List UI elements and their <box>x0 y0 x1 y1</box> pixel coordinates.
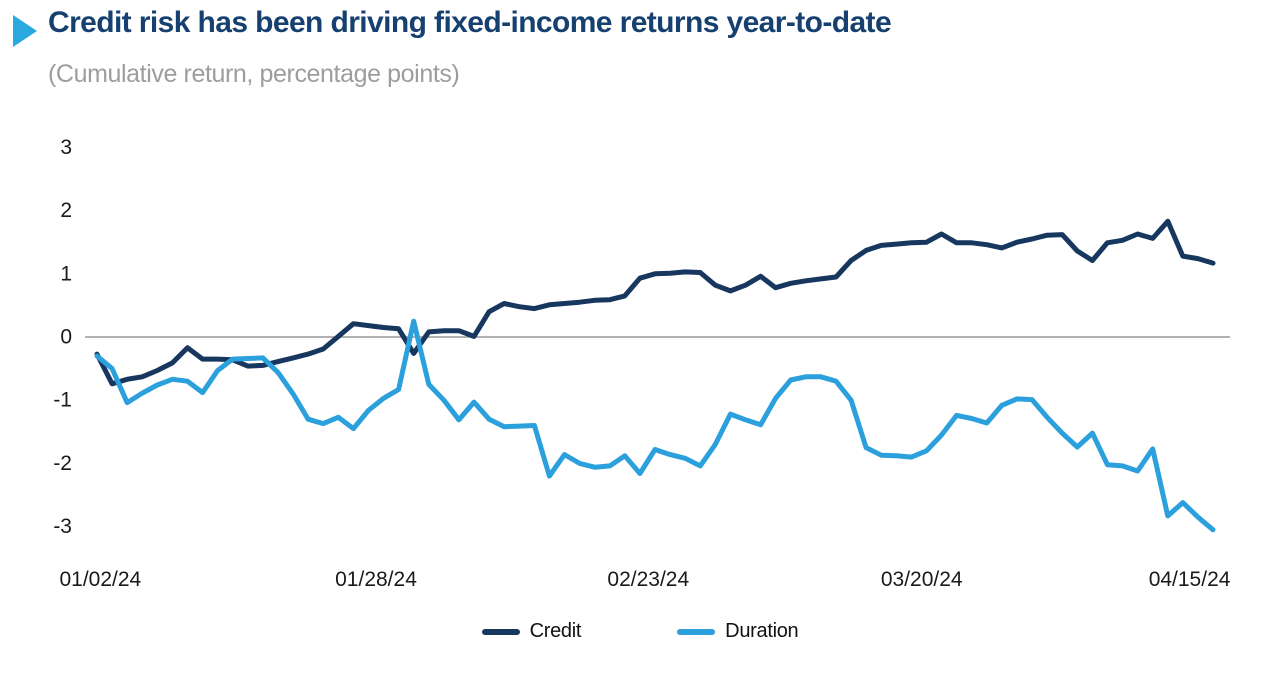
chart-subtitle: (Cumulative return, percentage points) <box>48 60 460 88</box>
duration-line <box>94 318 1216 533</box>
duration-line-swatch-icon <box>677 628 716 635</box>
y-tick-label: -2 <box>53 452 72 475</box>
y-tick-label: 0 <box>60 326 72 349</box>
legend-item-credit: Credit <box>481 620 582 643</box>
credit-line <box>94 218 1216 387</box>
bullet-triangle-icon <box>13 15 37 47</box>
y-tick-label: 1 <box>60 262 72 285</box>
x-tick-label: 02/23/24 <box>607 568 689 591</box>
line-chart-svg: 3 2 1 0 -1 -2 -3 01/02/24 01/28/24 02/23/24 03/20/… <box>53 136 1231 591</box>
legend-label-credit: Credit <box>529 620 582 642</box>
y-tick-label: 3 <box>60 136 72 159</box>
x-tick-label: 04/15/24 <box>1149 568 1231 591</box>
chart-title: Credit risk has been driving fixed-incom… <box>48 6 892 39</box>
y-tick-label: -1 <box>53 389 72 412</box>
credit-line-swatch-icon <box>481 628 520 635</box>
y-tick-label: 2 <box>60 199 72 222</box>
line-chart: 3 2 1 0 -1 -2 -3 01/02/24 01/28/24 02/23/24 03/20/… <box>0 115 1280 615</box>
y-tick-label: -3 <box>53 515 72 538</box>
x-tick-label: 03/20/24 <box>881 568 963 591</box>
x-tick-label: 01/02/24 <box>59 568 141 591</box>
legend-item-duration: Duration <box>677 620 799 643</box>
chart-legend: Credit Duration <box>0 620 1280 643</box>
legend-label-duration: Duration <box>725 620 799 642</box>
x-tick-label: 01/28/24 <box>335 568 417 591</box>
